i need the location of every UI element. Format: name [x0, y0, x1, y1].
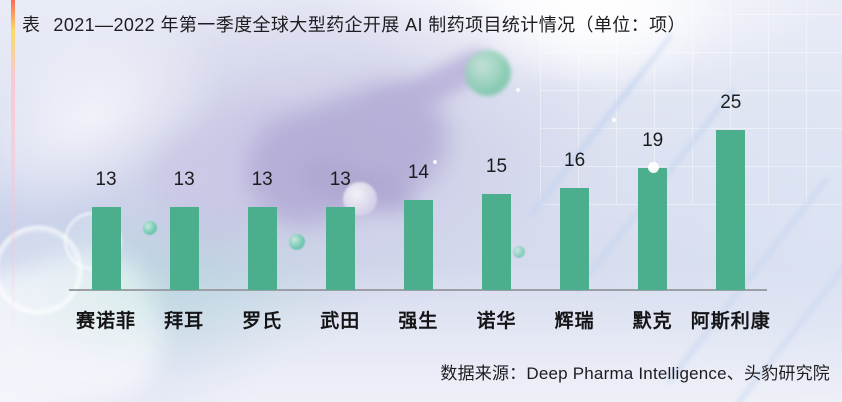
bar — [169, 207, 199, 290]
bar-category-label: 罗氏 — [242, 311, 283, 332]
bar-category-label: 默克 — [632, 311, 673, 332]
bar — [716, 130, 746, 290]
bar — [325, 207, 355, 290]
bar — [638, 168, 668, 290]
bar-category-label: 辉瑞 — [554, 311, 595, 332]
highlight-dot-icon — [648, 162, 659, 173]
title-bar: 表 2021—2022 年第一季度全球大型药企开展 AI 制药项目统计情况（单位… — [22, 11, 686, 37]
bar-value-label: 14 — [407, 162, 429, 183]
bar-category-label: 武田 — [320, 311, 361, 332]
page-title: 2021—2022 年第一季度全球大型药企开展 AI 制药项目统计情况（单位：项… — [53, 15, 686, 35]
bar — [91, 207, 121, 290]
bar-value-label: 16 — [564, 150, 586, 171]
bar — [403, 200, 433, 290]
table-marker: 表 — [22, 15, 41, 35]
bar-value-label: 13 — [173, 169, 195, 190]
bar-category-label: 诺华 — [476, 311, 517, 332]
x-axis-line — [69, 289, 767, 291]
bar-value-label: 19 — [642, 130, 664, 151]
bar-value-label: 15 — [485, 156, 508, 177]
bar-value-label: 25 — [720, 92, 742, 113]
bar-value-label: 13 — [95, 169, 117, 190]
data-source: 数据来源：Deep Pharma Intelligence、头豹研究院 — [440, 364, 830, 383]
bar-category-label: 阿斯利康 — [690, 311, 771, 332]
bar — [560, 188, 590, 290]
bar — [247, 207, 277, 290]
bar-value-label: 13 — [329, 169, 351, 190]
bar-category-label: 强生 — [398, 311, 439, 332]
bar-value-label: 13 — [251, 169, 273, 190]
bar — [482, 194, 511, 290]
